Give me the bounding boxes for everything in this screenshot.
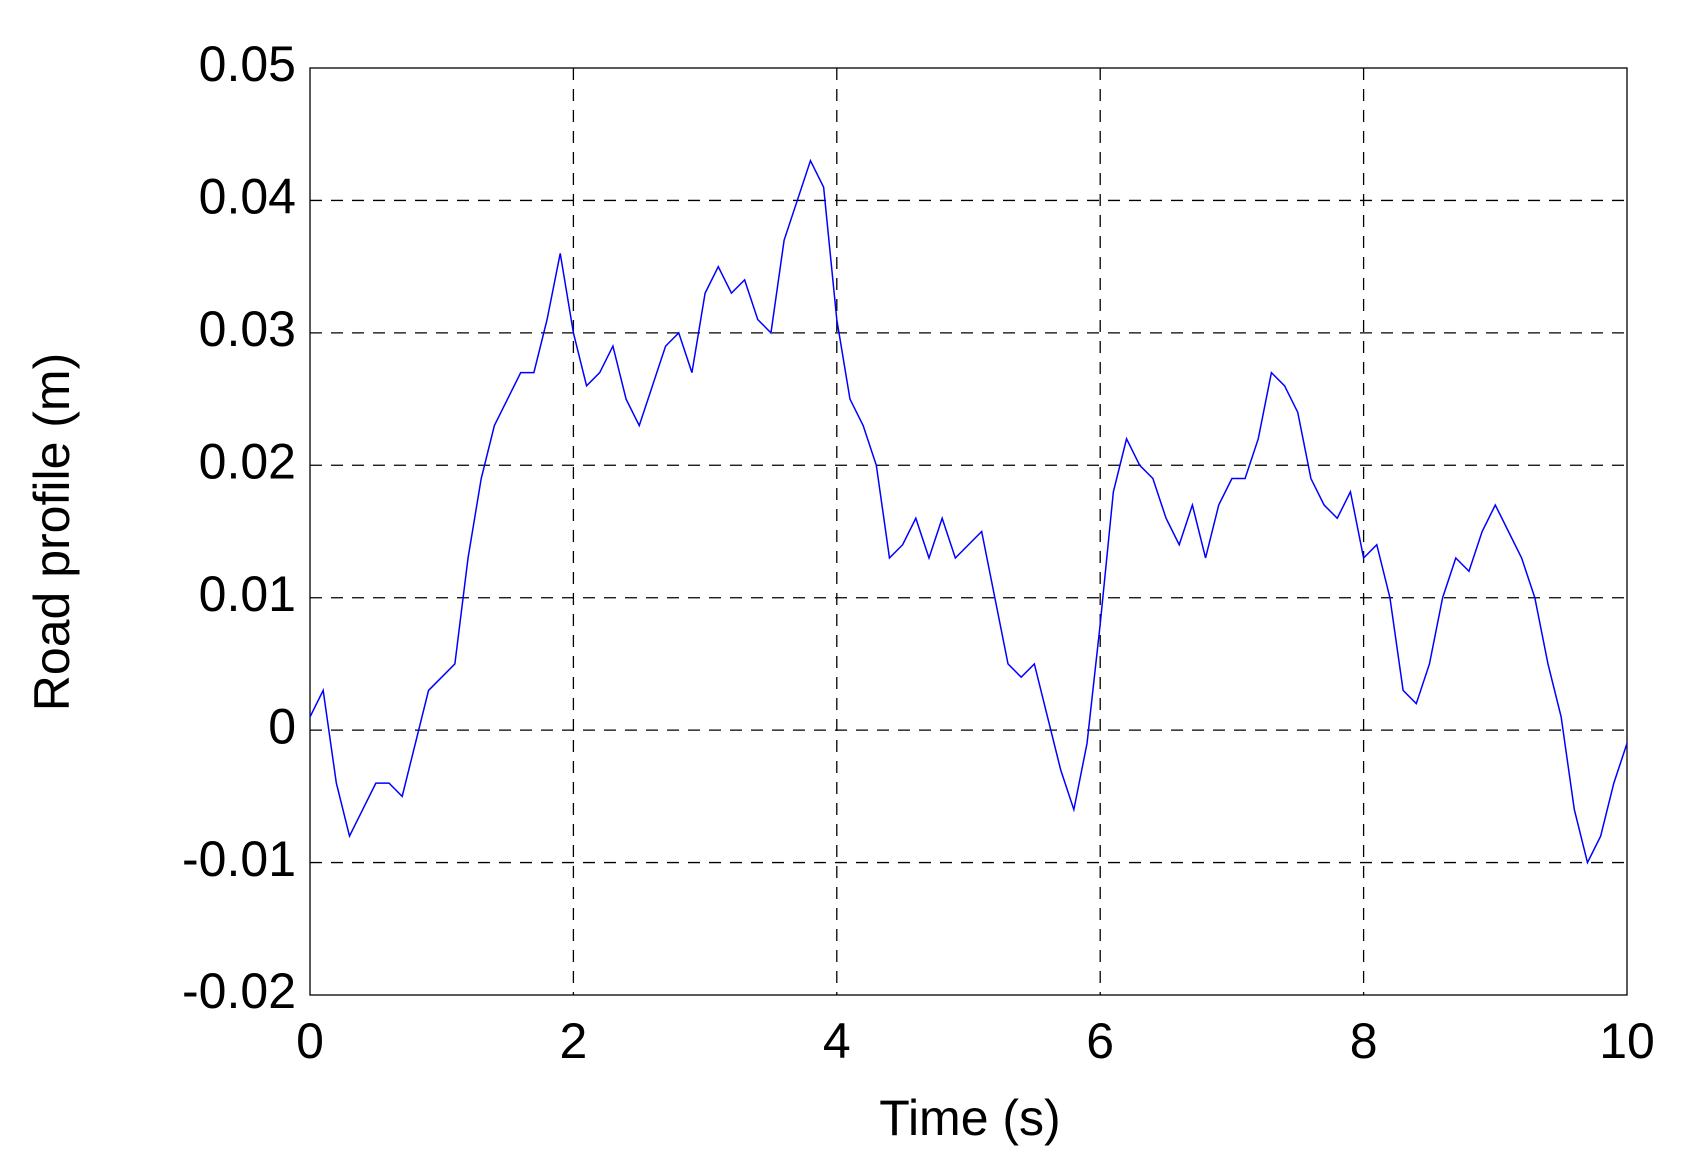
x-tick-label: 0: [296, 1013, 324, 1069]
y-tick-label: 0.02: [199, 433, 296, 489]
x-tick-label: 4: [823, 1013, 851, 1069]
data-line: [309, 158, 1628, 865]
y-tick-label: 0.03: [199, 301, 296, 357]
y-tick-label: 0.04: [199, 169, 296, 225]
x-tick-label: 2: [559, 1013, 587, 1069]
x-tick-label: 8: [1350, 1013, 1378, 1069]
y-tick-label: -0.01: [182, 831, 296, 887]
y-tick-label: -0.02: [182, 963, 296, 1019]
y-tick-label: 0.05: [199, 36, 296, 92]
x-axis-label: Time (s): [879, 1090, 1060, 1146]
y-tick-label: 0: [268, 698, 296, 754]
x-tick-label: 6: [1086, 1013, 1114, 1069]
y-tick-label: 0.01: [199, 566, 296, 622]
y-axis-label: Road profile (m): [24, 353, 80, 711]
x-tick-label: 10: [1599, 1013, 1655, 1069]
plot-frame: [309, 67, 1628, 996]
